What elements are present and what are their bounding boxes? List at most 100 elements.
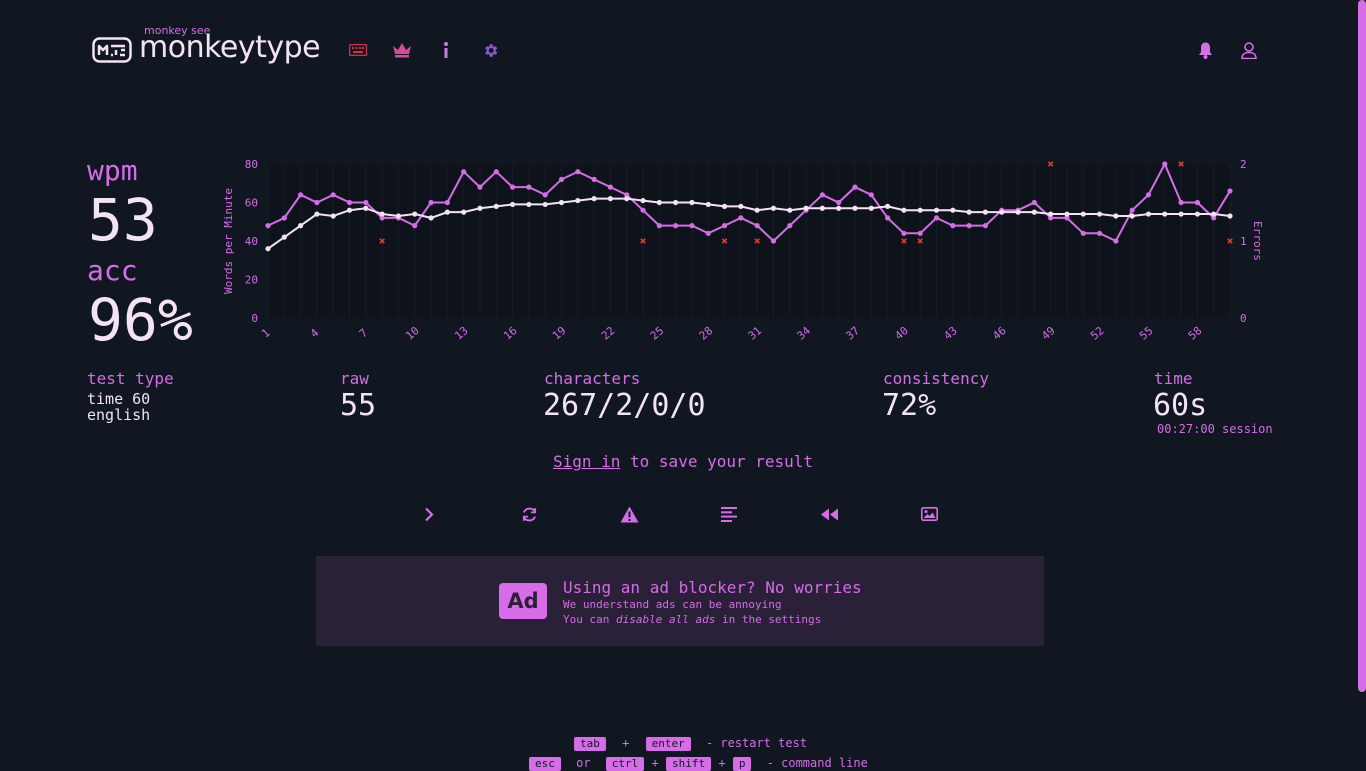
x-tick-label: 37 xyxy=(843,324,862,342)
wpm-point xyxy=(803,205,809,211)
plus-sign: + xyxy=(718,756,726,770)
wpm-point xyxy=(884,203,891,209)
raw-point xyxy=(901,230,907,236)
image-icon xyxy=(920,507,938,521)
raw-point xyxy=(526,184,532,190)
rewind-icon xyxy=(820,508,838,520)
plus-sign: + xyxy=(651,756,659,770)
crown-icon[interactable] xyxy=(392,40,412,60)
gear-icon[interactable] xyxy=(480,40,500,60)
logo-icon[interactable] xyxy=(92,37,132,63)
ad-badge: Ad xyxy=(499,583,547,619)
raw-point xyxy=(1064,215,1070,221)
x-tick-label: 7 xyxy=(357,326,370,340)
plus-sign: + xyxy=(622,736,630,750)
wpm-point xyxy=(363,205,369,211)
signin-link[interactable]: Sign in xyxy=(552,452,621,471)
raw-label: raw xyxy=(340,369,369,388)
characters-value: 267/2/0/0 xyxy=(543,388,706,423)
save-screenshot-button[interactable] xyxy=(919,504,939,524)
disable-ads-link[interactable]: disable all ads xyxy=(615,613,716,626)
ctrl-key: ctrl xyxy=(605,757,645,771)
enter-key: enter xyxy=(645,737,691,751)
raw-point xyxy=(461,169,467,175)
practice-missed-button[interactable] xyxy=(619,504,639,524)
wpm-point xyxy=(950,207,956,213)
tab-key: tab xyxy=(574,737,606,751)
wpm-point xyxy=(444,209,450,215)
x-tick-label: 58 xyxy=(1186,324,1205,342)
brand-tagline: monkey see xyxy=(144,24,211,37)
page-scrollbar[interactable] xyxy=(1358,0,1366,692)
y-tick-label: 60 xyxy=(245,197,258,210)
x-tick-label: 34 xyxy=(795,324,814,343)
raw-point xyxy=(933,215,940,221)
raw-point xyxy=(363,199,369,206)
wpm-point xyxy=(1145,211,1152,217)
wpm-point xyxy=(330,213,336,219)
raw-point xyxy=(1048,215,1054,221)
raw-point xyxy=(705,230,711,236)
wpm-point xyxy=(966,209,972,215)
repeat-test-button[interactable] xyxy=(519,504,539,524)
wpm-point xyxy=(265,246,271,252)
wpm-point xyxy=(461,209,467,215)
wpm-point xyxy=(787,207,793,213)
x-tick-label: 46 xyxy=(990,324,1009,342)
acc-label: acc xyxy=(87,254,138,287)
wpm-point xyxy=(933,207,940,213)
wpm-point xyxy=(836,205,842,211)
wpm-point xyxy=(868,205,874,211)
x-tick-label: 31 xyxy=(746,324,765,342)
raw-point xyxy=(624,192,630,198)
wpm-label: wpm xyxy=(87,154,138,187)
error-mark xyxy=(640,238,646,244)
x-tick-label: 43 xyxy=(941,324,960,342)
raw-point xyxy=(770,238,777,244)
x-tick-label: 22 xyxy=(599,324,618,342)
ad-line2-suffix: in the settings xyxy=(715,613,822,626)
info-icon[interactable] xyxy=(436,40,456,60)
wpm-point xyxy=(346,207,353,213)
raw-point xyxy=(1031,199,1037,206)
esc-key: esc xyxy=(529,757,561,771)
y2-tick-label: 2 xyxy=(1240,158,1247,171)
error-mark xyxy=(901,238,907,244)
signin-text: to save your result xyxy=(620,452,814,471)
consistency-label: consistency xyxy=(883,369,989,388)
wpm-point xyxy=(1048,211,1054,217)
x-tick-label: 4 xyxy=(308,326,322,340)
raw-point xyxy=(689,223,695,229)
bell-icon[interactable] xyxy=(1195,40,1215,60)
raw-point xyxy=(1113,238,1119,244)
user-icon[interactable] xyxy=(1239,40,1259,60)
y-axis-label: Words per Minute xyxy=(222,188,235,294)
error-mark xyxy=(1178,161,1184,167)
raw-point xyxy=(591,176,597,182)
restart-hint-text: - restart test xyxy=(705,736,808,750)
wpm-point xyxy=(1227,213,1233,219)
raw-series-line xyxy=(267,161,1231,243)
raw-point xyxy=(265,223,271,229)
next-test-button[interactable] xyxy=(419,504,439,524)
error-mark xyxy=(1227,238,1233,244)
wpm-point xyxy=(982,209,989,215)
raw-point xyxy=(640,207,646,213)
x-tick-label: 52 xyxy=(1088,324,1107,342)
raw-point xyxy=(1227,188,1233,194)
wpm-point xyxy=(379,211,385,217)
x-tick-label: 10 xyxy=(403,324,422,342)
brand-title[interactable]: monkeytype xyxy=(139,30,321,65)
wpm-point xyxy=(640,197,646,204)
x-tick-label: 49 xyxy=(1039,324,1058,342)
wpm-point xyxy=(298,223,304,229)
keyboard-icon[interactable] xyxy=(348,40,368,60)
words-history-button[interactable] xyxy=(719,504,739,524)
replay-button[interactable] xyxy=(819,504,839,524)
raw-point xyxy=(819,192,825,198)
wpm-point xyxy=(1194,211,1200,217)
wpm-point xyxy=(1031,209,1037,215)
wpm-point xyxy=(1064,211,1070,217)
wpm-point xyxy=(999,209,1005,215)
wpm-point xyxy=(493,203,499,209)
